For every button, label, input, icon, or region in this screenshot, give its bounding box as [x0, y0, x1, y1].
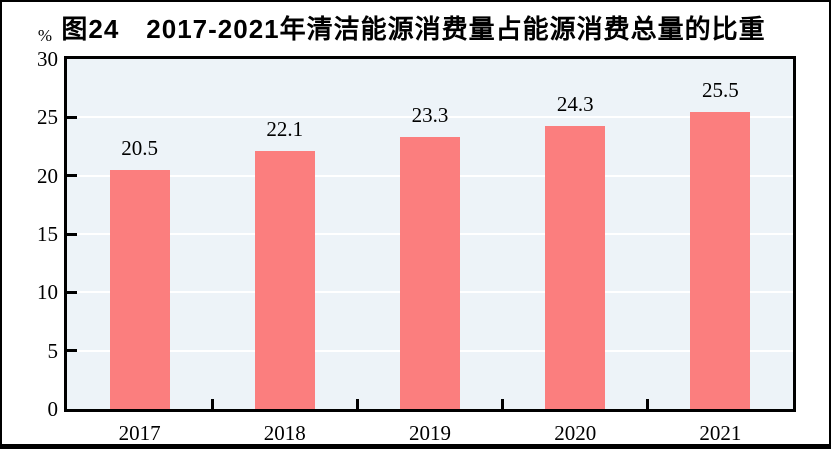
bar-value-label-2019: 23.3 [411, 103, 449, 128]
y-tick-mark-5 [67, 349, 77, 353]
x-tick-mark-2 [355, 399, 359, 409]
bar-2021 [690, 111, 751, 409]
y-axis-tick-label-20: 20 [37, 163, 58, 188]
x-axis-tick-label-2019: 2019 [409, 421, 451, 445]
plot-area: 20.5 22.1 23.3 24.3 25.5 [64, 56, 796, 412]
x-axis-tick-label-2021: 2021 [699, 421, 742, 445]
bar-value-label-2017: 20.5 [121, 135, 158, 160]
y-tick-mark-20 [67, 174, 77, 178]
x-axis-tick-label-2018: 2018 [263, 421, 306, 445]
y-tick-mark-25 [67, 115, 77, 119]
gridline-25 [67, 116, 793, 119]
bar-2018 [254, 151, 315, 409]
chart-title: 图24 2017-2021年清洁能源消费量占能源消费总量的比重 [61, 14, 766, 44]
bar-2020 [545, 125, 606, 409]
bar-2019 [400, 137, 460, 409]
y-axis-tick-label-15: 15 [37, 222, 58, 246]
bar-2017 [109, 169, 170, 409]
x-axis-tick-label-2020: 2020 [554, 421, 597, 445]
x-tick-mark-1 [210, 399, 214, 409]
x-tick-mark-4 [646, 399, 650, 409]
y-axis-tick-label-10: 10 [37, 280, 58, 305]
plot-inner: 20.5 22.1 23.3 24.3 25.5 [67, 59, 793, 409]
bar-value-label-2021: 25.5 [702, 77, 739, 102]
y-axis-tick-label-25: 25 [37, 105, 58, 130]
x-axis-tick-label-2017: 2017 [118, 421, 161, 445]
bar-value-label-2018: 22.1 [266, 117, 304, 142]
y-tick-mark-15 [67, 232, 77, 236]
y-tick-mark-10 [67, 290, 77, 294]
y-axis-tick-label-0: 0 [47, 397, 59, 421]
y-axis-tick-label-30: 30 [37, 47, 58, 71]
y-axis-unit-label: % [37, 26, 53, 45]
bar-value-label-2020: 24.3 [556, 91, 594, 116]
x-tick-mark-3 [501, 399, 505, 409]
y-axis-tick-label-5: 5 [47, 338, 59, 363]
